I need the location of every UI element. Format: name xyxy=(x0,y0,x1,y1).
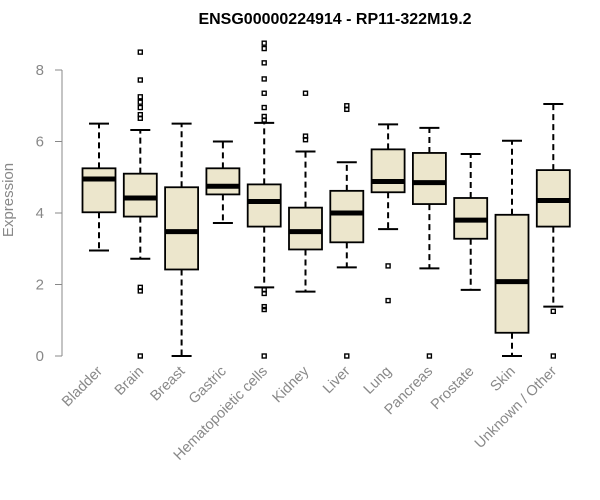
y-tick-label: 2 xyxy=(36,277,44,294)
x-category-label: Skin xyxy=(488,364,519,395)
iqr-box xyxy=(411,152,447,205)
box-lung xyxy=(370,123,406,304)
iqr-box xyxy=(164,186,200,271)
x-category-label: Lung xyxy=(361,364,395,398)
y-axis: 0 2 4 6 8 xyxy=(36,62,63,365)
box-prostate xyxy=(453,153,489,291)
outlier-point xyxy=(550,353,556,359)
outlier-point xyxy=(385,297,391,304)
outlier-point xyxy=(344,103,350,109)
outlier-point xyxy=(137,99,144,105)
y-tick-label: 6 xyxy=(36,134,44,151)
outlier-point xyxy=(261,104,267,111)
y-tick-label: 8 xyxy=(36,62,44,79)
outlier-point xyxy=(550,308,556,315)
outlier-point xyxy=(261,306,267,313)
iqr-box xyxy=(81,167,117,214)
outlier-point xyxy=(137,284,144,291)
outlier-point xyxy=(261,76,267,82)
outlier-point xyxy=(261,40,267,46)
outlier-point xyxy=(137,104,144,111)
y-axis-label: Expression xyxy=(0,163,17,237)
chart-title: ENSG00000224914 - RP11-322M19.2 xyxy=(198,11,471,28)
outlier-point xyxy=(261,45,267,52)
box-liver xyxy=(329,103,365,359)
iqr-box xyxy=(246,183,282,228)
outlier-point xyxy=(426,353,433,359)
outlier-point xyxy=(261,113,267,120)
outlier-point xyxy=(261,303,267,310)
box-bladder xyxy=(81,122,117,252)
box-pancreas xyxy=(411,126,447,359)
box-skin xyxy=(494,139,530,357)
x-category-label: Bladder xyxy=(59,363,106,410)
outlier-point xyxy=(261,60,267,66)
outlier-point xyxy=(137,353,144,359)
y-tick-label: 0 xyxy=(36,348,44,365)
outlier-point xyxy=(261,90,267,96)
outlier-point xyxy=(137,49,144,55)
box-unknown-other xyxy=(535,102,571,359)
outlier-point xyxy=(385,263,391,269)
iqr-box xyxy=(288,206,323,251)
outlier-point xyxy=(261,353,267,359)
box-brain xyxy=(122,49,158,359)
outlier-point xyxy=(261,287,267,293)
x-category-label: Kidney xyxy=(270,363,313,406)
box-series xyxy=(81,40,571,359)
box-hematopoietic-cells xyxy=(246,40,282,359)
outlier-point xyxy=(344,353,350,359)
y-tick-label: 4 xyxy=(36,205,44,222)
x-category-label: Brain xyxy=(112,364,147,399)
box-gastric xyxy=(205,140,241,225)
outlier-point xyxy=(137,94,144,100)
box-kidney xyxy=(288,90,323,293)
outlier-point xyxy=(302,90,309,96)
x-category-label: Breast xyxy=(147,364,188,405)
iqr-box xyxy=(329,189,365,244)
outlier-point xyxy=(137,111,144,118)
outlier-point xyxy=(302,133,309,139)
outlier-point xyxy=(137,77,144,83)
iqr-box xyxy=(205,167,241,196)
iqr-box xyxy=(370,148,406,194)
x-category-label: Liver xyxy=(320,363,354,397)
iqr-box xyxy=(122,172,158,218)
iqr-box xyxy=(494,213,530,334)
box-breast xyxy=(164,122,200,357)
x-category-label: Prostate xyxy=(428,364,477,413)
